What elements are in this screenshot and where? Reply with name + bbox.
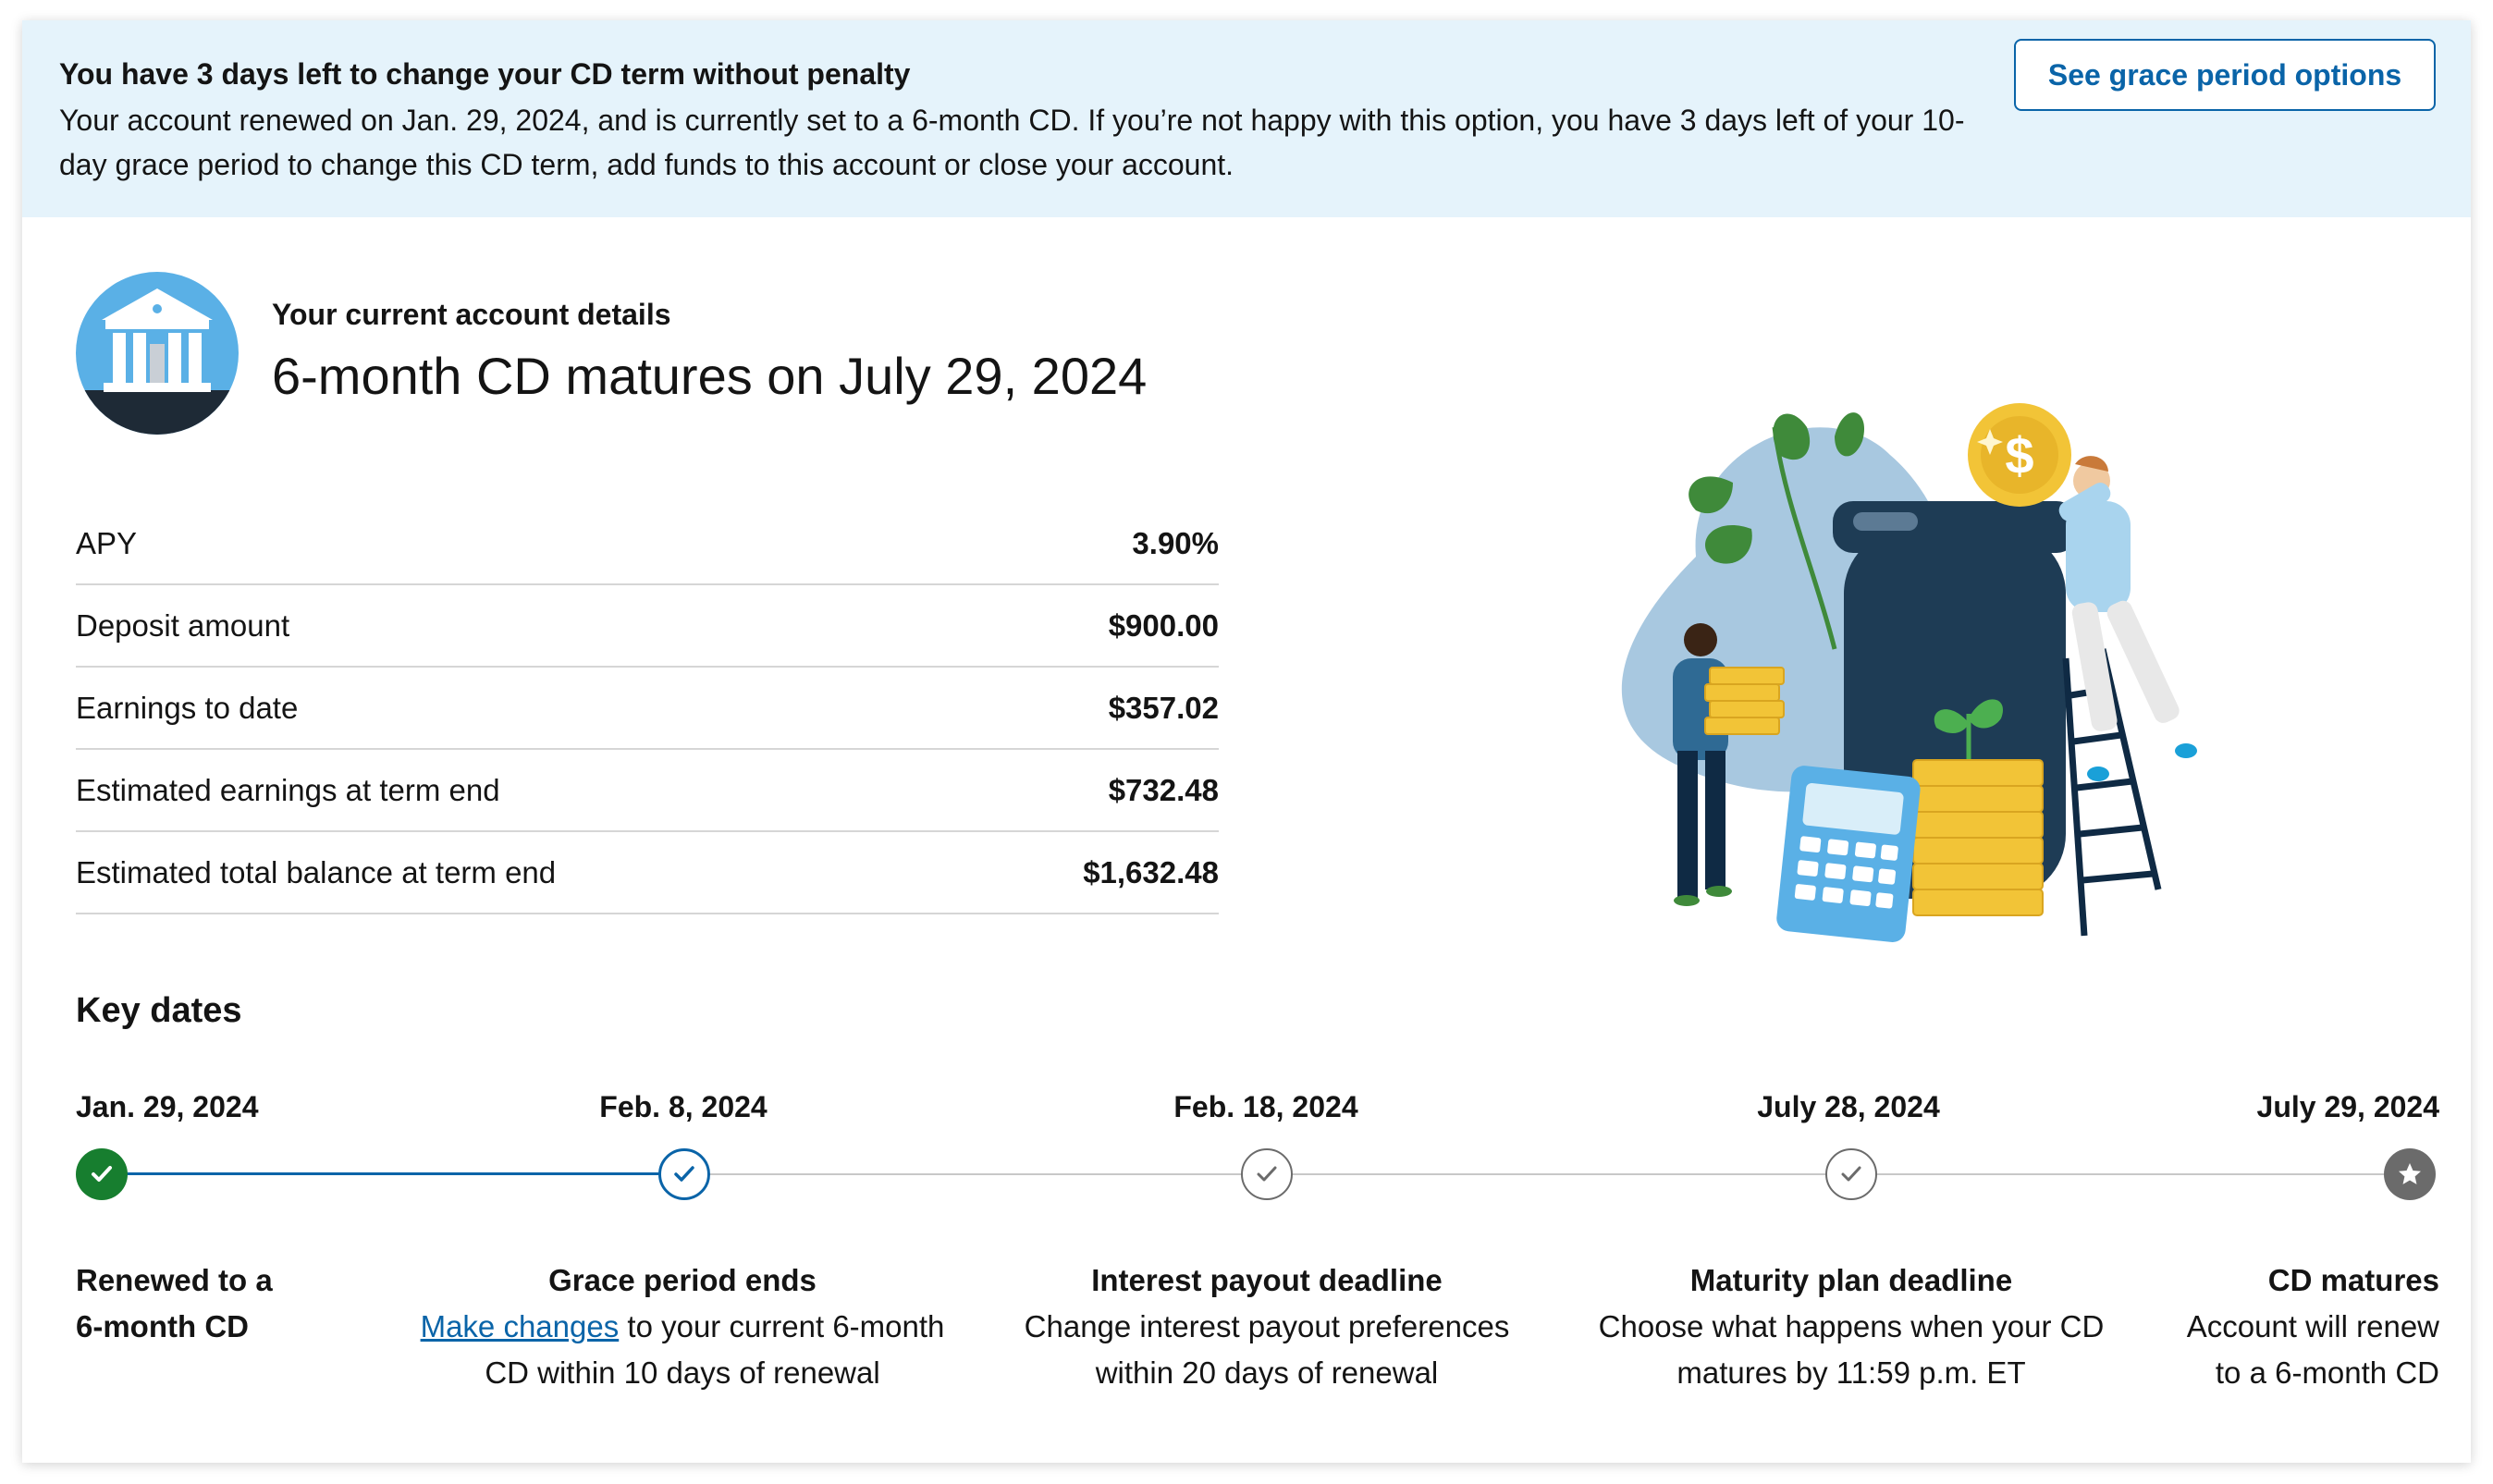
timeline-heading: Interest payout deadline: [1091, 1263, 1443, 1297]
timeline-description: Account will renew to a 6-month CD: [2186, 1309, 2439, 1390]
savings-jar-illustration: $: [1621, 403, 2197, 943]
banner-text: Your account renewed on Jan. 29, 2024, a…: [59, 104, 1965, 181]
current-check-icon: [658, 1148, 710, 1200]
timeline-heading: Maturity plan deadline: [1689, 1263, 2013, 1297]
timeline-heading: Grace period ends: [548, 1263, 817, 1297]
detail-value: $900.00: [1108, 607, 1219, 643]
detail-label: Earnings to date: [76, 690, 299, 725]
star-icon: [2384, 1148, 2436, 1200]
timeline-progress-line: [120, 1172, 682, 1175]
detail-value: $732.48: [1108, 772, 1219, 807]
detail-value: 3.90%: [1132, 525, 1219, 560]
account-details-label: Your current account details: [272, 298, 671, 331]
detail-label: Estimated earnings at term end: [76, 772, 500, 807]
timeline-heading: CD matures: [2267, 1263, 2439, 1297]
grace-period-banner: You have 3 days left to change your CD t…: [22, 20, 2471, 217]
timeline-date: July 28, 2024: [1757, 1090, 1940, 1123]
timeline-heading: Renewed to a 6-month CD: [76, 1263, 273, 1343]
timeline-date: Jan. 29, 2024: [76, 1090, 259, 1123]
timeline-description: Change interest payout preferences withi…: [1024, 1309, 1510, 1390]
detail-label: APY: [76, 525, 138, 560]
account-details-table: APY 3.90% Deposit amount $900.00 Earning…: [76, 503, 1219, 914]
detail-value: $357.02: [1108, 690, 1219, 725]
cd-account-card: You have 3 days left to change your CD t…: [22, 20, 2471, 1463]
detail-label: Deposit amount: [76, 607, 290, 643]
upcoming-check-icon: [1241, 1148, 1293, 1200]
account-title: 6-month CD matures on July 29, 2024: [272, 347, 1148, 405]
upcoming-check-icon: [1825, 1148, 1877, 1200]
timeline-date: Feb. 18, 2024: [1173, 1090, 1358, 1123]
banner-title: You have 3 days left to change your CD t…: [59, 57, 911, 91]
detail-row-est-balance: Estimated total balance at term end $1,6…: [76, 832, 1219, 914]
detail-row-earnings: Earnings to date $357.02: [76, 668, 1219, 750]
timeline-description: Choose what happens when your CD matures…: [1598, 1309, 2105, 1390]
detail-row-deposit: Deposit amount $900.00: [76, 585, 1219, 668]
svg-text:$: $: [2005, 426, 2033, 484]
detail-row-apy: APY 3.90%: [76, 503, 1219, 585]
timeline-description: Make changes to your current 6-month CD …: [420, 1309, 945, 1390]
complete-check-icon: [76, 1148, 128, 1200]
detail-row-est-earnings: Estimated earnings at term end $732.48: [76, 750, 1219, 832]
timeline-date: Feb. 8, 2024: [599, 1090, 768, 1123]
bank-building-icon: [76, 272, 239, 435]
detail-value: $1,632.48: [1083, 854, 1219, 889]
key-dates-title: Key dates: [76, 991, 242, 1030]
timeline-date: July 29, 2024: [2256, 1090, 2439, 1123]
timeline-remaining-line: [682, 1173, 2384, 1175]
make-changes-link[interactable]: Make changes: [420, 1309, 620, 1343]
see-grace-period-options-button[interactable]: See grace period options: [2014, 39, 2436, 111]
detail-label: Estimated total balance at term end: [76, 854, 557, 889]
